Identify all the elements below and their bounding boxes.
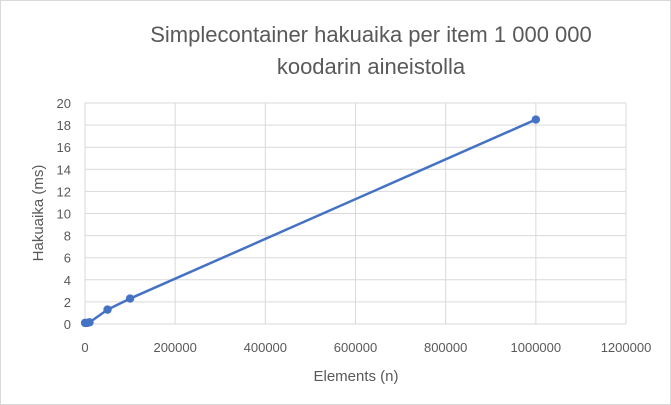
y-axis-title: Hakuaika (ms) [30, 165, 47, 262]
x-tick-label: 800000 [424, 340, 467, 355]
data-point [531, 115, 541, 124]
chart-title-line-2: koodarin aineistolla [276, 54, 466, 79]
x-tick-label: 400000 [244, 340, 287, 355]
tick-label-layer: 0 2 4 6 8 10 12 14 16 18 20 0 200000 400000 600000 8000… [57, 96, 652, 355]
y-tick-label: 2 [64, 295, 71, 310]
y-tick-label: 16 [57, 140, 71, 155]
x-axis-title: Elements (n) [313, 368, 398, 385]
x-tick-label: 1000000 [511, 340, 562, 355]
series-layer [80, 115, 541, 328]
x-tick-label: 600000 [334, 340, 377, 355]
y-tick-label: 20 [57, 96, 71, 111]
y-tick-label: 4 [64, 273, 71, 288]
series-line [84, 118, 537, 325]
x-tick-label: 1200000 [601, 340, 652, 355]
y-tick-label: 14 [57, 162, 71, 177]
chart-title-line-1: Simplecontainer hakuaika per item 1 000 … [150, 22, 592, 47]
y-tick-label: 0 [64, 317, 71, 332]
y-tick-label: 10 [57, 207, 71, 222]
y-tick-label: 8 [64, 229, 71, 244]
y-tick-label: 18 [57, 118, 71, 133]
chart-title: Simplecontainer hakuaika per item 1 000 … [1, 19, 671, 83]
x-tick-label: 200000 [153, 340, 196, 355]
y-tick-label: 6 [64, 251, 71, 266]
y-tick-label: 12 [57, 184, 71, 199]
data-point [125, 294, 135, 303]
x-tick-label: 0 [81, 340, 88, 355]
data-point [85, 318, 94, 327]
grid-layer [84, 102, 627, 325]
data-point [103, 305, 112, 314]
